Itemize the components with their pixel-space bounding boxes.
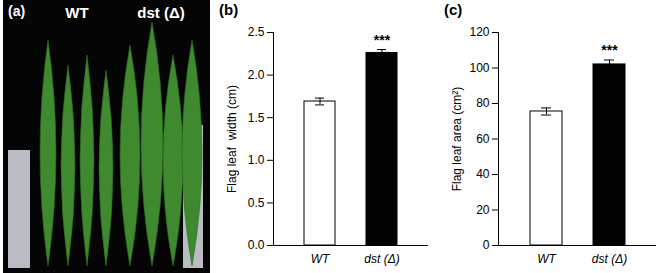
svg-text:20: 20 <box>476 203 490 217</box>
html-text:(c): (c) <box>444 1 463 18</box>
svg-text:2.0: 2.0 <box>248 68 265 82</box>
svg-text:1.5: 1.5 <box>248 111 265 125</box>
svg-text:(a): (a) <box>8 3 25 19</box>
svg-text:dst (Δ): dst (Δ) <box>137 4 184 21</box>
svg-text:WT: WT <box>537 252 557 266</box>
svg-text:1.0: 1.0 <box>248 153 265 167</box>
svg-text:100: 100 <box>469 61 489 75</box>
svg-text:dst (Δ): dst (Δ) <box>364 252 399 266</box>
svg-text:WT: WT <box>311 252 331 266</box>
svg-text:2.5: 2.5 <box>248 25 265 39</box>
svg-text:40: 40 <box>476 167 490 181</box>
svg-text:Flag leaf width (cm): Flag leaf width (cm) <box>225 85 239 193</box>
svg-text:dst (Δ): dst (Δ) <box>592 252 627 266</box>
html-text:(b): (b) <box>219 1 239 18</box>
svg-text:0.5: 0.5 <box>248 196 265 210</box>
svg-text:0: 0 <box>483 238 490 252</box>
svg-text:60: 60 <box>476 132 490 146</box>
svg-text:Flag leaf area (cm²): Flag leaf area (cm²) <box>450 87 464 192</box>
svg-text:***: *** <box>374 32 391 48</box>
svg-text:0.0: 0.0 <box>248 238 265 252</box>
svg-text:120: 120 <box>469 25 489 39</box>
svg-text:WT: WT <box>65 4 88 21</box>
svg-text:80: 80 <box>476 96 490 110</box>
svg-text:***: *** <box>601 42 618 58</box>
